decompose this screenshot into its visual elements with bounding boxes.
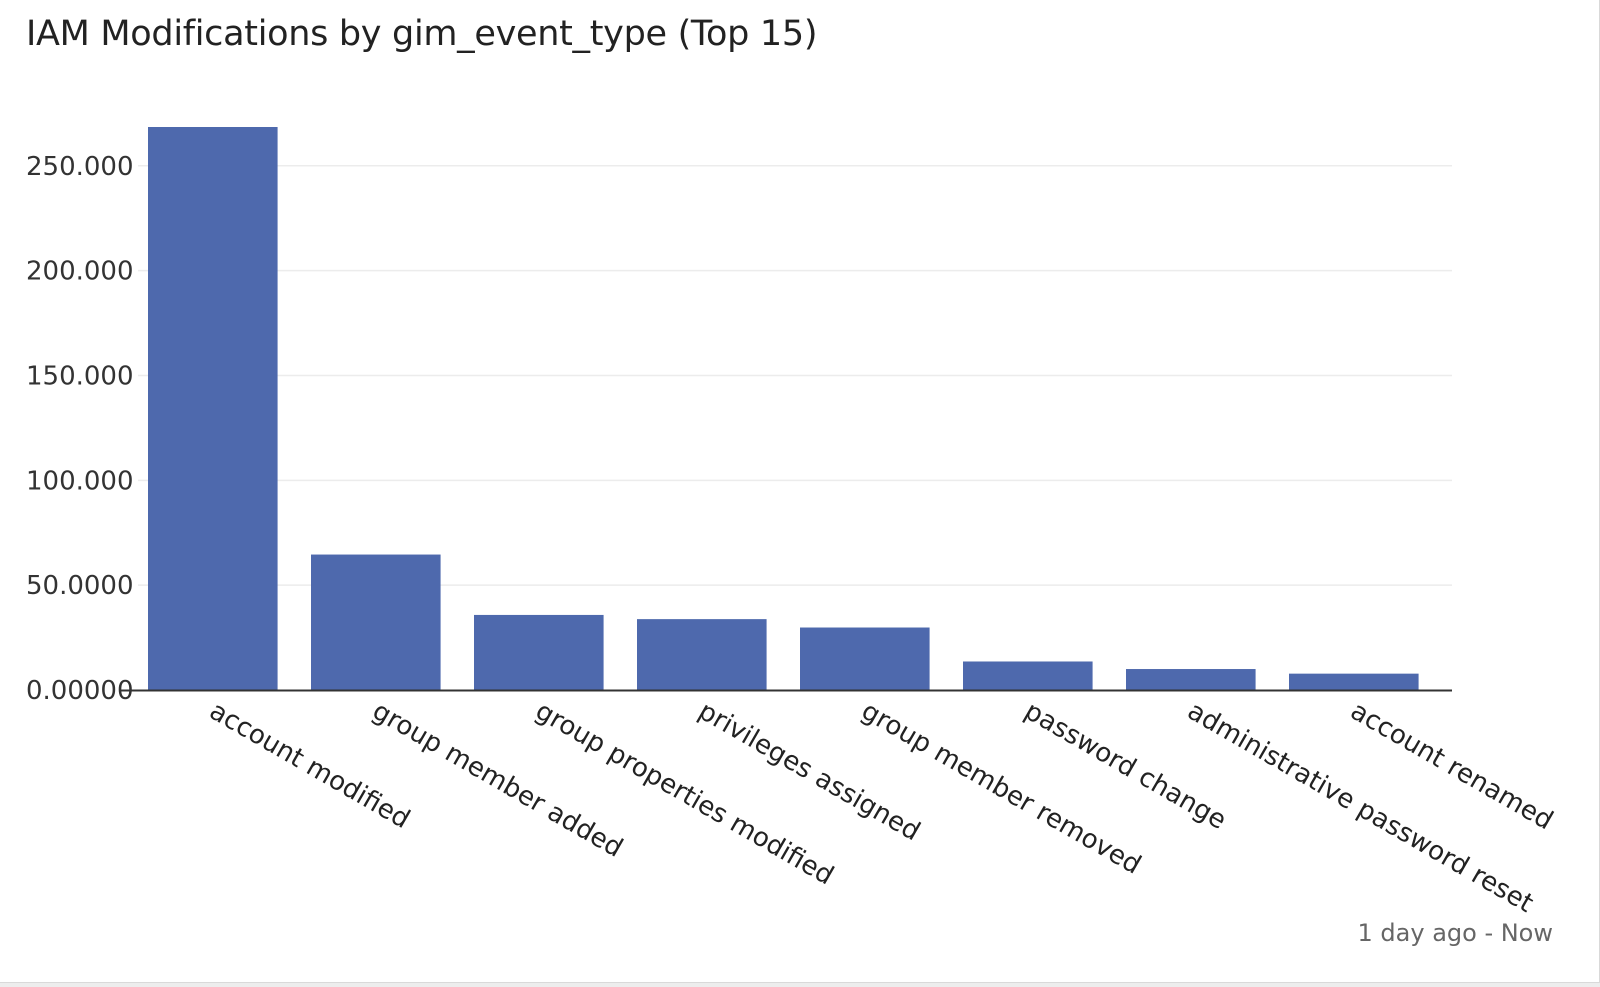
bar — [637, 619, 767, 690]
y-tick-label: 150.000 — [26, 361, 134, 391]
bar — [963, 661, 1093, 690]
bar — [474, 614, 604, 690]
x-tick-label: group properties modified — [530, 696, 838, 891]
bar — [148, 127, 278, 690]
y-tick-label: 50.0000 — [26, 571, 134, 601]
y-tick-label: 250.000 — [26, 152, 134, 182]
bar — [311, 554, 441, 690]
bar — [1289, 673, 1419, 690]
y-tick-label: 200.000 — [26, 257, 134, 287]
time-range-label: 1 day ago - Now — [1357, 919, 1553, 947]
panel-title: IAM Modifications by gim_event_type (Top… — [26, 14, 818, 54]
y-tick-label: 0.00000 — [26, 676, 134, 706]
y-tick-label: 100.000 — [26, 466, 134, 496]
x-tick-label: group member removed — [856, 696, 1146, 881]
bar — [800, 627, 930, 690]
bar — [1126, 669, 1256, 690]
